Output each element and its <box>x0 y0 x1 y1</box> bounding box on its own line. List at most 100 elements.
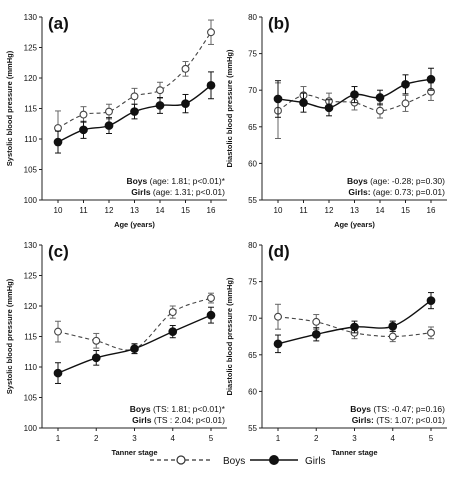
stat-values: (age: -0.28; p=0.30) <box>368 176 445 186</box>
stat-values: (TS: -0.47; p=0.16) <box>371 404 445 414</box>
stat-group-label: Boys <box>347 176 368 186</box>
stat-annotation: Boys (TS: -0.47; p=0.16) <box>350 404 445 414</box>
x-tick-label: 10 <box>274 206 283 215</box>
x-tick-label: 14 <box>156 206 165 215</box>
y-tick-label: 75 <box>248 50 257 59</box>
stat-values: (age: 0.73; p=0.01) <box>371 187 446 197</box>
y-tick-label: 65 <box>248 123 257 132</box>
x-tick-label: 14 <box>376 206 385 215</box>
boys-point <box>79 110 88 119</box>
y-tick-label: 115 <box>24 105 37 114</box>
stat-group-label: Girls: <box>352 415 374 425</box>
girls-point <box>206 80 216 90</box>
boys-point <box>168 308 177 317</box>
boys-point <box>376 106 384 115</box>
y-axis-label: Diastolic blood pressure (mmHg) <box>225 277 234 395</box>
stat-values: (TS : 2.04; p<0.01) <box>152 415 226 425</box>
stat-annotation: Boys (TS: 1.81; p<0.01)* <box>130 404 226 414</box>
y-tick-label: 100 <box>24 196 38 205</box>
x-tick-label: 15 <box>401 206 410 215</box>
girls-point <box>401 79 410 89</box>
x-tick-label: 12 <box>105 206 114 215</box>
boys-point <box>181 64 190 73</box>
x-axis-label: Age (years) <box>334 220 375 229</box>
x-tick-label: 2 <box>94 434 99 443</box>
series-girls <box>53 306 216 384</box>
x-tick-label: 11 <box>79 206 88 215</box>
series-boys <box>274 303 435 343</box>
x-axis-label: Age (years) <box>114 220 155 229</box>
y-tick-label: 105 <box>24 394 38 403</box>
stat-annotation: Girls: (age: 0.73; p=0.01) <box>348 187 445 197</box>
legend-girls-marker <box>269 455 279 465</box>
girls-point <box>104 121 114 130</box>
panel-3: 100 105 110 115 120 125 130 1 2 3 4 5 Tanner stage Sy… <box>5 241 227 457</box>
legend-boys-marker <box>176 455 186 465</box>
y-tick-label: 70 <box>248 314 257 323</box>
y-tick-label: 80 <box>248 13 257 22</box>
boys-point <box>156 86 164 95</box>
y-tick-label: 80 <box>248 241 257 250</box>
y-tick-label: 75 <box>248 278 257 287</box>
x-tick-label: 16 <box>427 206 436 215</box>
boys-point <box>92 336 101 345</box>
boys-point <box>427 328 435 337</box>
boys-point <box>312 317 321 326</box>
stat-values: (TS: 1.81; p<0.01)* <box>151 404 226 414</box>
girls-point <box>155 101 165 110</box>
boys-point <box>207 28 215 37</box>
x-tick-label: 11 <box>299 206 308 215</box>
x-tick-label: 4 <box>391 434 396 443</box>
x-axis-label: Tanner stage <box>111 448 157 457</box>
stat-group-label: Girls: <box>348 187 370 197</box>
x-tick-label: 10 <box>54 206 63 215</box>
panel-label: (b) <box>268 14 290 33</box>
boys-point <box>207 294 215 303</box>
y-tick-label: 120 <box>24 302 38 311</box>
panel-label: (c) <box>48 242 69 261</box>
x-tick-label: 3 <box>132 434 137 443</box>
y-tick-label: 125 <box>24 272 38 281</box>
girls-point <box>388 321 398 331</box>
series-boys <box>54 19 215 146</box>
stat-annotation: Girls (age: 1.31; p<0.01) <box>131 187 225 197</box>
panel-4: 55 60 65 70 75 80 1 2 3 4 5 Tanner stage Diastolic b… <box>225 241 447 457</box>
series-girls <box>273 67 436 118</box>
x-tick-label: 1 <box>276 434 281 443</box>
x-tick-label: 2 <box>314 434 319 443</box>
panel-2: 55 60 65 70 75 80 10 11 12 13 14 15 16 Age (years) Dia… <box>225 13 447 229</box>
y-tick-label: 125 <box>24 44 38 53</box>
series-girls <box>53 71 216 154</box>
x-tick-label: 5 <box>429 434 434 443</box>
girls-point <box>311 329 321 339</box>
boys-point <box>401 99 410 108</box>
girls-point <box>181 99 190 108</box>
y-tick-label: 130 <box>24 13 38 22</box>
y-tick-label: 55 <box>248 424 257 433</box>
girls-point <box>53 368 63 378</box>
girls-point <box>375 93 385 102</box>
y-tick-label: 120 <box>24 74 38 83</box>
y-axis-label: Systolic blood pressure (mmHg) <box>5 278 14 394</box>
y-tick-label: 65 <box>248 351 257 360</box>
girls-point <box>91 353 101 363</box>
stat-group-label: Girls <box>132 415 152 425</box>
girls-point <box>130 107 139 116</box>
legend-boys-label: Boys <box>223 456 245 467</box>
y-tick-label: 70 <box>248 86 257 95</box>
y-tick-label: 130 <box>24 241 38 250</box>
y-tick-label: 115 <box>24 333 37 342</box>
girls-point <box>168 327 178 336</box>
stat-group-label: Boys <box>350 404 371 414</box>
legend: Boys Girls <box>150 455 326 467</box>
x-tick-label: 1 <box>56 434 61 443</box>
x-axis-label: Tanner stage <box>331 448 377 457</box>
girls-point <box>206 310 216 320</box>
x-tick-label: 3 <box>352 434 357 443</box>
y-axis-label: Systolic blood pressure (mmHg) <box>5 50 14 166</box>
y-tick-label: 110 <box>24 363 37 372</box>
y-tick-label: 60 <box>248 387 257 396</box>
girls-point <box>53 137 63 147</box>
boys-point <box>130 92 139 101</box>
y-axis-label: Diastolic blood pressure (mmHg) <box>225 49 234 167</box>
